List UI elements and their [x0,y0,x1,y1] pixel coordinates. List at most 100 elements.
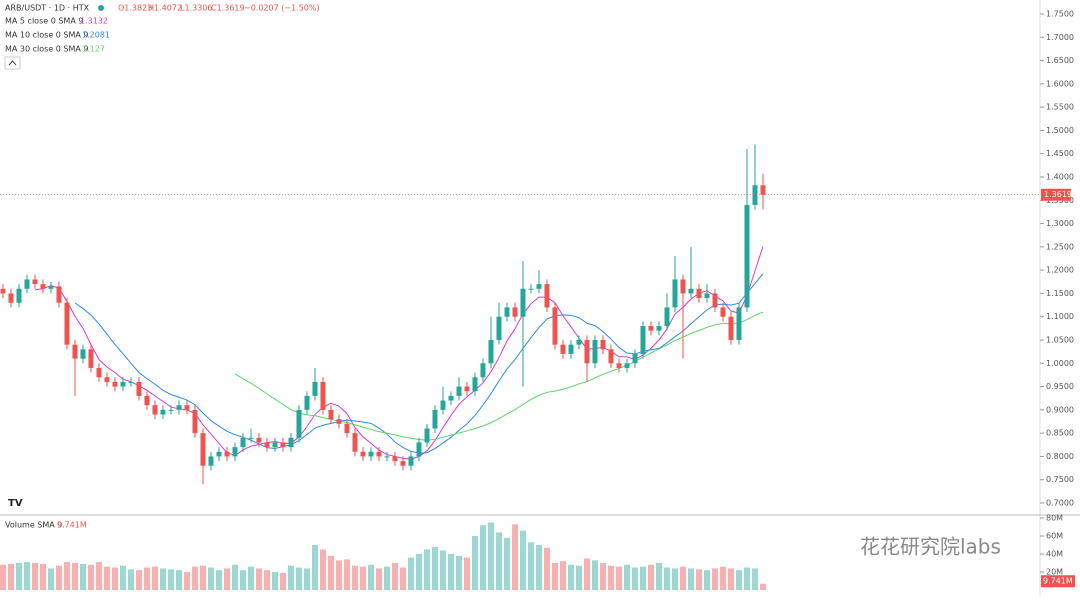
volume-bar [496,532,502,590]
volume-bar [200,565,206,590]
ma-line [74,273,764,454]
volume-sma-box [1041,575,1075,588]
volume-bar [176,570,182,590]
volume-bar [536,545,542,590]
volume-bar [544,547,550,590]
candle-body [712,293,718,308]
volume-bar [240,570,246,590]
volume-bar [272,572,278,590]
volume-bar [152,566,158,590]
candle-body [136,381,142,396]
volume-bar [184,572,190,590]
y-tick-label: 1.7000 [1046,33,1074,42]
candle-body [0,288,6,294]
volume-bar [728,568,734,590]
volume-bar [168,569,174,590]
candle-body [120,381,126,387]
candle-body [496,316,502,340]
candle-body [608,349,614,364]
volume-bar [416,554,422,590]
candle-body [248,437,254,439]
candle-body [616,363,622,368]
volume-bar [680,566,686,590]
candle-body [352,433,358,452]
symbol: ARB/USDT · 1D · HTX [5,4,90,13]
candle-body [568,344,574,354]
volume-bar [672,568,678,590]
volume-bar [296,567,302,590]
candle-body [680,279,686,294]
candle-body [456,386,462,396]
volume-bar [360,566,366,590]
volume-bar [352,565,358,590]
y-tick-label: 1.3000 [1046,219,1074,228]
candle-body [240,437,246,448]
y-tick-label: 0.7000 [1046,499,1074,508]
candle-body [408,456,414,466]
candle-body [328,409,334,420]
volume-bar [328,555,334,590]
volume-bar [440,550,446,590]
volume-bar [504,537,510,590]
ma-legend-name: MA 10 close 0 SMA 9 [5,31,89,40]
volume-bar [464,557,470,590]
volume-tick-label: 20M [1046,568,1063,577]
candle-body [40,284,46,289]
volume-bar [424,549,430,590]
candle-body [464,386,470,392]
candle-body [576,340,582,345]
volume-bar [192,566,198,590]
candle-body [664,307,670,327]
y-tick-label: 0.9500 [1046,382,1074,391]
candle-body [160,409,166,415]
volume-bar [56,565,62,590]
y-tick-label: 1.2000 [1046,266,1074,275]
ohlc-high: H1.4072 [148,4,182,13]
candle-body [152,405,158,415]
volume-bar [408,557,414,590]
collapse-button[interactable] [4,56,21,70]
ohlc-open: O1.3823 [118,4,152,13]
candle-body [736,307,742,340]
candle-body [400,461,406,466]
y-tick-label: 1.2500 [1046,242,1074,251]
candle-body [536,284,542,289]
candle-body [584,340,590,364]
volume-bar [0,564,6,590]
ma-legend-name: MA 5 close 0 SMA 9 [5,17,83,26]
watermark: 花花研究院labs [860,535,1001,559]
volume-bar [392,563,398,590]
volume-bar [16,563,22,590]
volume-bar [384,566,390,590]
volume-bar [160,568,166,590]
y-tick-label: 1.0500 [1046,336,1074,345]
logo: TV [8,498,23,509]
candle-body [592,340,598,364]
candle-body [704,293,710,299]
candle-body [688,288,694,294]
volume-bar [640,566,646,590]
candle-body [552,307,558,345]
volume-bar [264,570,270,590]
candle-body [472,377,478,392]
volume-bar [400,567,406,590]
volume-bar [480,525,486,590]
volume-bar [64,562,70,590]
candle-body [528,288,534,290]
candle-body [176,405,182,410]
volume-bar [584,558,590,590]
volume-bar [704,570,710,590]
ma-legend-value: 1.127 [82,45,105,54]
volume-bar [96,562,102,590]
volume-bar [72,563,78,590]
candle-body [344,423,350,434]
candle-body [640,326,646,354]
volume-bar [696,569,702,590]
volume-bar [744,567,750,590]
volume-bar [664,567,670,590]
volume-bar [608,565,614,590]
candle-body [696,288,702,299]
volume-bar [472,536,478,590]
candle-body [672,279,678,308]
volume-bar [312,545,318,590]
